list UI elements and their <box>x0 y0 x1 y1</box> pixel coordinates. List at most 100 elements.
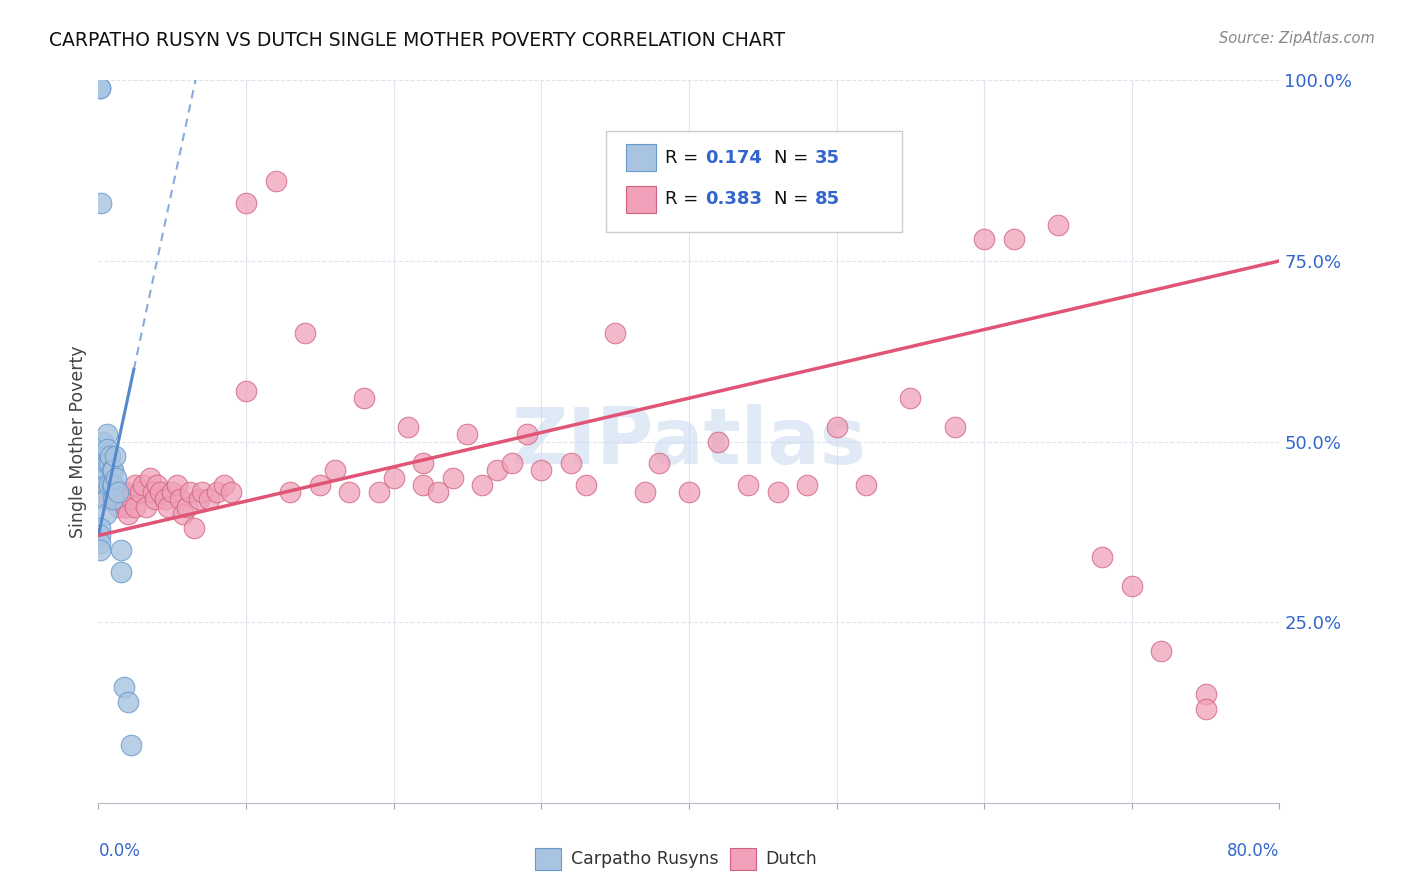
Point <box>678 485 700 500</box>
Point <box>634 485 657 500</box>
Point <box>264 174 287 188</box>
Text: R =: R = <box>665 191 704 209</box>
Point <box>93 456 115 470</box>
Point <box>560 456 582 470</box>
Point <box>107 500 129 514</box>
Point <box>172 507 194 521</box>
Point <box>89 521 111 535</box>
Point <box>94 507 117 521</box>
Point <box>104 449 127 463</box>
Point <box>973 232 995 246</box>
Point <box>103 463 125 477</box>
Y-axis label: Single Mother Poverty: Single Mother Poverty <box>69 345 87 538</box>
Text: 0.0%: 0.0% <box>98 842 141 860</box>
Text: 0.174: 0.174 <box>706 149 762 167</box>
Text: CARPATHO RUSYN VS DUTCH SINGLE MOTHER POVERTY CORRELATION CHART: CARPATHO RUSYN VS DUTCH SINGLE MOTHER PO… <box>49 31 786 50</box>
Point <box>110 542 132 557</box>
Point <box>94 478 117 492</box>
Point <box>94 492 117 507</box>
Text: 0.383: 0.383 <box>706 191 762 209</box>
Point <box>441 470 464 484</box>
Point <box>89 528 111 542</box>
Point <box>382 470 405 484</box>
Bar <box>626 186 655 213</box>
Point <box>100 478 122 492</box>
Text: ZIPatlas: ZIPatlas <box>512 403 866 480</box>
Point <box>1150 644 1173 658</box>
Point <box>796 478 818 492</box>
Point <box>96 456 118 470</box>
Point <box>471 478 494 492</box>
Point <box>142 485 165 500</box>
Point <box>198 492 221 507</box>
Point <box>149 485 172 500</box>
Point <box>205 485 228 500</box>
Point <box>143 492 166 507</box>
Point <box>135 500 157 514</box>
Point <box>294 326 316 340</box>
Point <box>1121 579 1143 593</box>
Point <box>412 478 434 492</box>
Point <box>98 478 121 492</box>
Point <box>115 500 138 514</box>
Point <box>648 456 671 470</box>
Point <box>1002 232 1025 246</box>
Point <box>111 492 134 507</box>
Point <box>353 391 375 405</box>
Point <box>117 695 139 709</box>
Point <box>825 420 848 434</box>
Point <box>575 478 598 492</box>
Text: N =: N = <box>773 191 814 209</box>
Point <box>179 485 201 500</box>
Point <box>91 449 114 463</box>
Point <box>235 196 257 211</box>
Bar <box>730 848 756 870</box>
Point <box>146 478 169 492</box>
Point <box>516 427 538 442</box>
Point <box>112 492 135 507</box>
Point <box>235 384 257 398</box>
Text: Source: ZipAtlas.com: Source: ZipAtlas.com <box>1219 31 1375 46</box>
Bar <box>626 144 655 171</box>
Point <box>91 434 114 449</box>
Point <box>900 391 922 405</box>
Text: Dutch: Dutch <box>766 850 817 868</box>
Point <box>97 478 120 492</box>
Point <box>89 80 111 95</box>
Point <box>89 80 111 95</box>
Point <box>309 478 332 492</box>
Point <box>212 478 235 492</box>
Point <box>105 470 128 484</box>
Point <box>427 485 450 500</box>
Point <box>855 478 877 492</box>
Point <box>605 326 627 340</box>
Text: N =: N = <box>773 149 814 167</box>
Point <box>132 478 155 492</box>
Text: R =: R = <box>665 149 704 167</box>
Point <box>117 507 139 521</box>
Point <box>139 470 162 484</box>
Text: 80.0%: 80.0% <box>1227 842 1279 860</box>
Point <box>96 427 118 442</box>
Point <box>128 485 150 500</box>
Text: Carpatho Rusyns: Carpatho Rusyns <box>571 850 718 868</box>
Point <box>943 420 966 434</box>
Point <box>530 463 553 477</box>
Point <box>501 456 523 470</box>
Point <box>94 463 117 477</box>
Point <box>323 463 346 477</box>
Point <box>114 485 136 500</box>
Point <box>124 500 146 514</box>
Point <box>107 485 129 500</box>
Text: 35: 35 <box>815 149 841 167</box>
Point <box>156 500 179 514</box>
Point <box>97 492 120 507</box>
Point <box>280 485 302 500</box>
Point <box>398 420 420 434</box>
Point <box>707 434 730 449</box>
Point <box>412 456 434 470</box>
Point <box>120 738 142 752</box>
Point <box>339 485 361 500</box>
Point <box>98 449 121 463</box>
Point <box>169 492 191 507</box>
